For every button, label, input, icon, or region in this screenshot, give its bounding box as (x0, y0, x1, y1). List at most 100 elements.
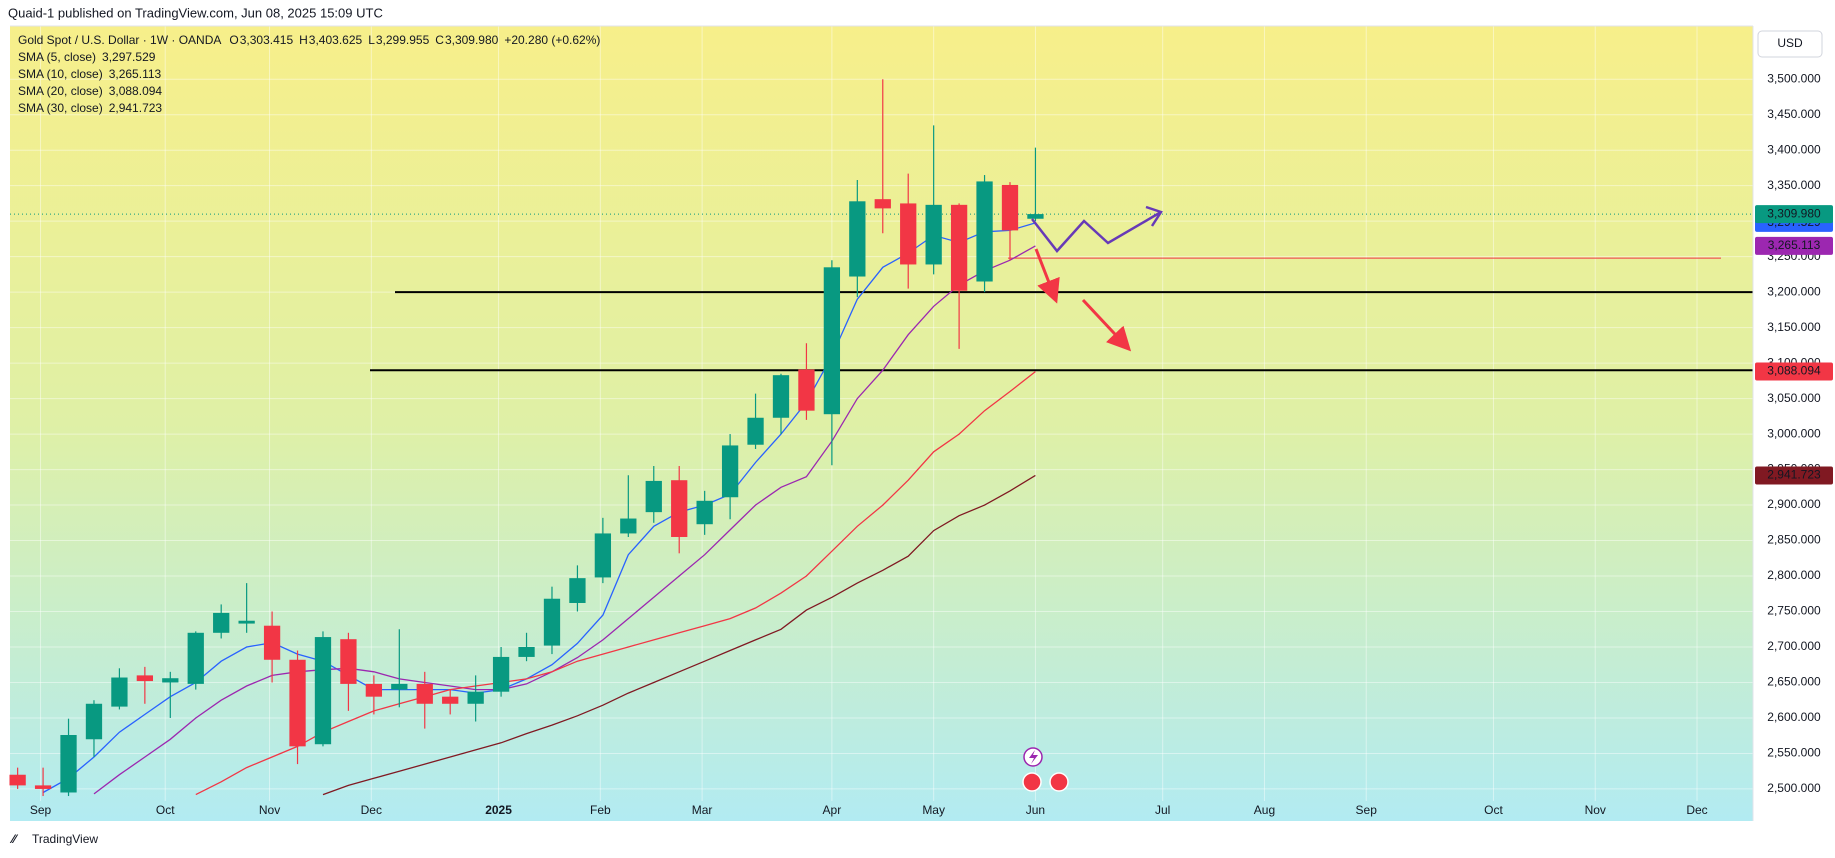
legend: Gold Spot / U.S. Dollar · 1W · OANDA O 3,… (18, 33, 600, 115)
legend-value: 3,088.094 (109, 84, 163, 98)
sma-lines (42, 222, 1036, 796)
candle-body (34, 785, 52, 789)
ohlc-value: 3,309.980 (445, 33, 499, 47)
x-tick-label: Oct (156, 803, 175, 817)
x-tick-label: Nov (259, 803, 280, 817)
candle-body (1001, 184, 1019, 231)
candle-body (340, 639, 357, 684)
candle-body (85, 703, 103, 740)
x-tick-label: Apr (823, 803, 842, 817)
y-tick-label: 2,500.000 (1767, 781, 1821, 795)
legend-name: SMA (5, close) (18, 50, 96, 64)
price-tags: 3,297.5293,265.1133,088.0942,941.7233,30… (1755, 205, 1833, 485)
candle-body (671, 480, 688, 537)
candle-body (314, 637, 332, 745)
candles (9, 79, 1044, 797)
x-tick-label: 2025 (485, 803, 512, 817)
y-tick-label: 3,500.000 (1767, 71, 1821, 85)
event-icon-bolt (1029, 750, 1038, 764)
ohlc-key: H (299, 33, 308, 47)
ohlc-value: 3,403.625 (309, 33, 363, 47)
candle-body (620, 518, 637, 534)
candle-body (798, 369, 815, 411)
candle-body (111, 677, 128, 707)
sma-line (42, 222, 1036, 794)
sma-line (93, 245, 1036, 795)
x-tick-label: Jun (1026, 803, 1045, 817)
brand-logo: ⁄⁄ (9, 832, 19, 846)
candle-body (823, 267, 841, 415)
price-tag (1755, 466, 1833, 485)
event-icon[interactable] (1022, 772, 1042, 792)
candle-body (60, 734, 77, 793)
candle-body (874, 199, 891, 209)
ohlc-key: C (435, 33, 444, 47)
legend-value: 2,941.723 (109, 101, 163, 115)
price-tag-label: 3,265.113 (1768, 238, 1821, 252)
legend-name: SMA (20, close) (18, 84, 103, 98)
candle-body (976, 181, 993, 282)
candle-body (136, 675, 154, 682)
y-tick-label: 3,050.000 (1767, 391, 1821, 405)
x-tick-label: May (922, 803, 945, 817)
candle-body (518, 646, 535, 657)
candle-body (416, 683, 433, 704)
candle-body (162, 678, 179, 683)
y-tick-label: 3,450.000 (1767, 107, 1821, 121)
x-tick-label: Dec (1686, 803, 1707, 817)
y-tick-label: 3,150.000 (1767, 320, 1821, 334)
price-axis (1753, 26, 1835, 821)
x-tick-label: Sep (1356, 803, 1378, 817)
y-tick-label: 3,350.000 (1767, 178, 1821, 192)
candle-body (721, 445, 739, 498)
event-icon[interactable] (1049, 772, 1069, 792)
candle-body (442, 696, 459, 704)
price-tag (1755, 205, 1833, 224)
candle-body (772, 375, 790, 418)
y-tick-label: 3,400.000 (1767, 142, 1821, 156)
brand-name: TradingView (32, 832, 98, 846)
y-tick-label: 2,750.000 (1767, 604, 1821, 618)
y-axis: 2,500.000 2,550.000 2,600.000 2,650.000 2,70… (1767, 71, 1821, 795)
candle-body (289, 659, 306, 747)
price-tag-label: 2,941.723 (1767, 468, 1821, 482)
y-tick-label: 2,700.000 (1767, 639, 1821, 653)
currency-button[interactable] (1757, 30, 1823, 58)
legend-value: 3,297.529 (102, 50, 156, 64)
candle-body (263, 625, 281, 660)
candle-body (849, 201, 866, 277)
legend-name: SMA (30, close) (18, 101, 103, 115)
candle-body (467, 691, 484, 704)
projection-zigzag (1031, 210, 1162, 253)
legend-value: 3,265.113 (109, 67, 162, 81)
candle-body (365, 683, 383, 697)
down-arrow (1081, 298, 1132, 352)
candle-body (9, 774, 26, 786)
ohlc-key: L (368, 33, 375, 47)
legend-name: SMA (10, close) (18, 67, 103, 81)
y-tick-label: 2,850.000 (1767, 533, 1821, 547)
symbol-title: Gold Spot / U.S. Dollar · 1W · OANDA (18, 33, 221, 47)
candle-body (696, 500, 713, 525)
candle-body (645, 480, 662, 513)
candle-body (747, 417, 764, 445)
candle-body (187, 632, 204, 684)
currency-label: USD (1777, 36, 1803, 50)
published-line: Quaid-1 published on TradingView.com, Ju… (8, 5, 383, 20)
candle-body (238, 620, 255, 624)
candle-body (950, 204, 968, 291)
y-tick-label: 2,800.000 (1767, 568, 1821, 582)
x-tick-label: Feb (590, 803, 611, 817)
price-tag (1755, 362, 1833, 381)
ohlc-key: O (229, 33, 238, 47)
price-tag-label: 3,088.094 (1767, 364, 1821, 378)
sma-line (322, 474, 1036, 796)
price-tag-label: 3,309.980 (1767, 206, 1821, 220)
x-tick-label: Aug (1254, 803, 1275, 817)
candle-body (569, 578, 586, 603)
plot-background (10, 26, 1753, 821)
ohlc-value: 3,303.415 (240, 33, 294, 47)
candle-body (492, 656, 510, 692)
ohlc-value: 3,299.955 (376, 33, 430, 47)
sma-line (195, 371, 1036, 796)
